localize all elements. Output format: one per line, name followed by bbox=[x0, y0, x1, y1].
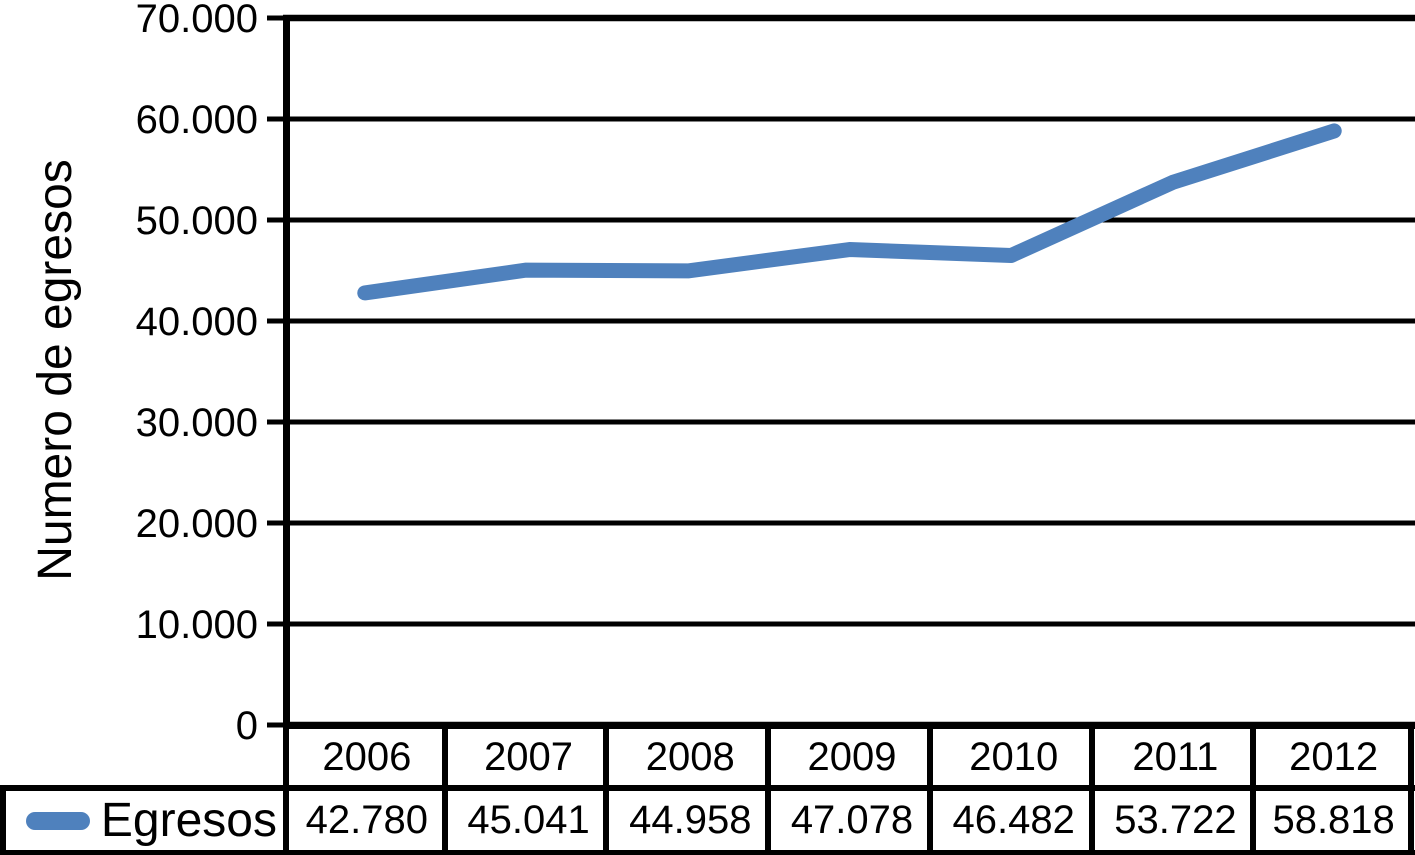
table-column-border bbox=[926, 723, 933, 855]
y-tick-label: 10.000 bbox=[136, 603, 258, 647]
y-tick-label: 70.000 bbox=[136, 0, 258, 41]
table-year-cell: 2009 bbox=[774, 729, 930, 785]
series-line-egresos bbox=[357, 123, 1342, 301]
table-year-cell: 2011 bbox=[1097, 729, 1254, 785]
table-border-middle bbox=[0, 785, 1415, 791]
y-tick-label: 20.000 bbox=[136, 502, 258, 546]
y-tick-label: 50.000 bbox=[136, 199, 258, 243]
table-value-cell: 44.958 bbox=[612, 791, 769, 850]
table-column-border bbox=[1250, 723, 1257, 855]
y-tick-label: 60.000 bbox=[136, 98, 258, 142]
table-column-border bbox=[603, 723, 610, 855]
table-column-border bbox=[765, 723, 772, 855]
y-tick-label: 0 bbox=[236, 704, 258, 748]
table-value-cell: 53.722 bbox=[1097, 791, 1254, 850]
table-year-cell: 2007 bbox=[450, 729, 607, 785]
table-border-left-axis bbox=[283, 723, 289, 855]
table-value-cell: 42.780 bbox=[289, 791, 445, 850]
y-tick-label: 30.000 bbox=[136, 401, 258, 445]
table-value-cell: 46.482 bbox=[935, 791, 1092, 850]
table-year-cell: 2010 bbox=[935, 729, 1092, 785]
table-column-border bbox=[441, 723, 448, 855]
table-year-cell: 2006 bbox=[289, 729, 445, 785]
table-year-cell: 2012 bbox=[1259, 729, 1408, 785]
table-value-cell: 45.041 bbox=[450, 791, 607, 850]
table-value-cell: 47.078 bbox=[774, 791, 930, 850]
series-line-icon bbox=[26, 811, 90, 830]
table-border-right bbox=[1408, 723, 1414, 855]
legend-cell: Egresos bbox=[6, 791, 283, 850]
table-value-cell: 58.818 bbox=[1259, 791, 1408, 850]
table-border-bottom bbox=[0, 850, 1415, 855]
table-legend-left-border bbox=[0, 785, 6, 855]
table-border-top bbox=[283, 723, 1415, 729]
table-column-border bbox=[1088, 723, 1095, 855]
table-year-cell: 2008 bbox=[612, 729, 769, 785]
legend-series-label: Egresos bbox=[100, 794, 277, 847]
y-tick-label: 40.000 bbox=[136, 300, 258, 344]
